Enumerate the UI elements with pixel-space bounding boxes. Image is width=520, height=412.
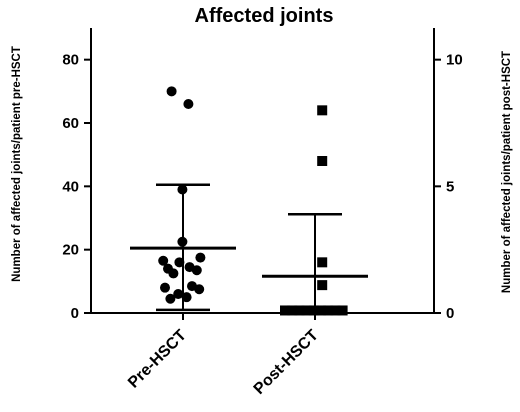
- pre-hsct-data-point: [158, 255, 169, 266]
- post-hsct-data-point: [301, 305, 312, 316]
- category-labels: Pre-HSCT Post-HSCT: [125, 313, 322, 398]
- pre-hsct-data-point: [168, 268, 179, 279]
- chart-title: Affected joints: [195, 5, 334, 27]
- category-label: Pre-HSCT: [125, 327, 190, 392]
- right-tick-label: 5: [446, 178, 454, 195]
- right-axis-label: Number of affected joints/patient post-H…: [501, 51, 513, 293]
- post-hsct-data-point: [323, 305, 334, 316]
- pre-hsct-data-point: [174, 257, 185, 268]
- pre-hsct-data-point: [191, 265, 202, 276]
- post-hsct-data-point: [317, 257, 328, 268]
- left-axis-label: Number of affected joints/patient pre-HS…: [11, 46, 23, 282]
- left-tick-label: 60: [62, 115, 79, 132]
- data-marks: [130, 86, 368, 316]
- post-hsct-data-point: [330, 305, 341, 316]
- post-hsct-data-point: [317, 280, 328, 291]
- right-tick-label: 10: [446, 52, 463, 69]
- post-hsct-data-point: [317, 105, 328, 116]
- post-hsct-data-point: [317, 156, 328, 166]
- right-axis-ticks: 0 5 10: [434, 52, 463, 322]
- post-hsct-data-point: [280, 305, 290, 316]
- pre-hsct-data-point: [183, 99, 194, 109]
- post-hsct-data-point: [337, 305, 348, 316]
- left-tick-label: 80: [62, 52, 79, 69]
- pre-hsct-data-point: [177, 184, 188, 195]
- right-tick-label: 0: [446, 305, 454, 322]
- left-tick-label: 20: [62, 242, 79, 259]
- post-hsct-data-point: [287, 305, 298, 316]
- post-hsct-data-point: [308, 305, 319, 316]
- pre-hsct-data-point: [166, 86, 177, 97]
- pre-hsct-data-point: [160, 282, 170, 293]
- left-tick-label: 40: [62, 178, 79, 195]
- category-label: Post-HSCT: [251, 327, 322, 398]
- pre-hsct-data-point: [173, 289, 184, 299]
- pre-hsct-data-point: [177, 236, 188, 247]
- pre-hsct-data-point: [165, 293, 176, 304]
- post-hsct-data-point: [294, 305, 305, 316]
- pre-hsct-data-point: [194, 284, 205, 295]
- pre-hsct-data-point: [195, 252, 206, 263]
- left-tick-label: 0: [71, 305, 79, 322]
- pre-hsct-data-point: [181, 292, 192, 303]
- left-axis-ticks: 0 20 40 60 80: [62, 52, 91, 322]
- post-hsct-data-point: [316, 305, 326, 316]
